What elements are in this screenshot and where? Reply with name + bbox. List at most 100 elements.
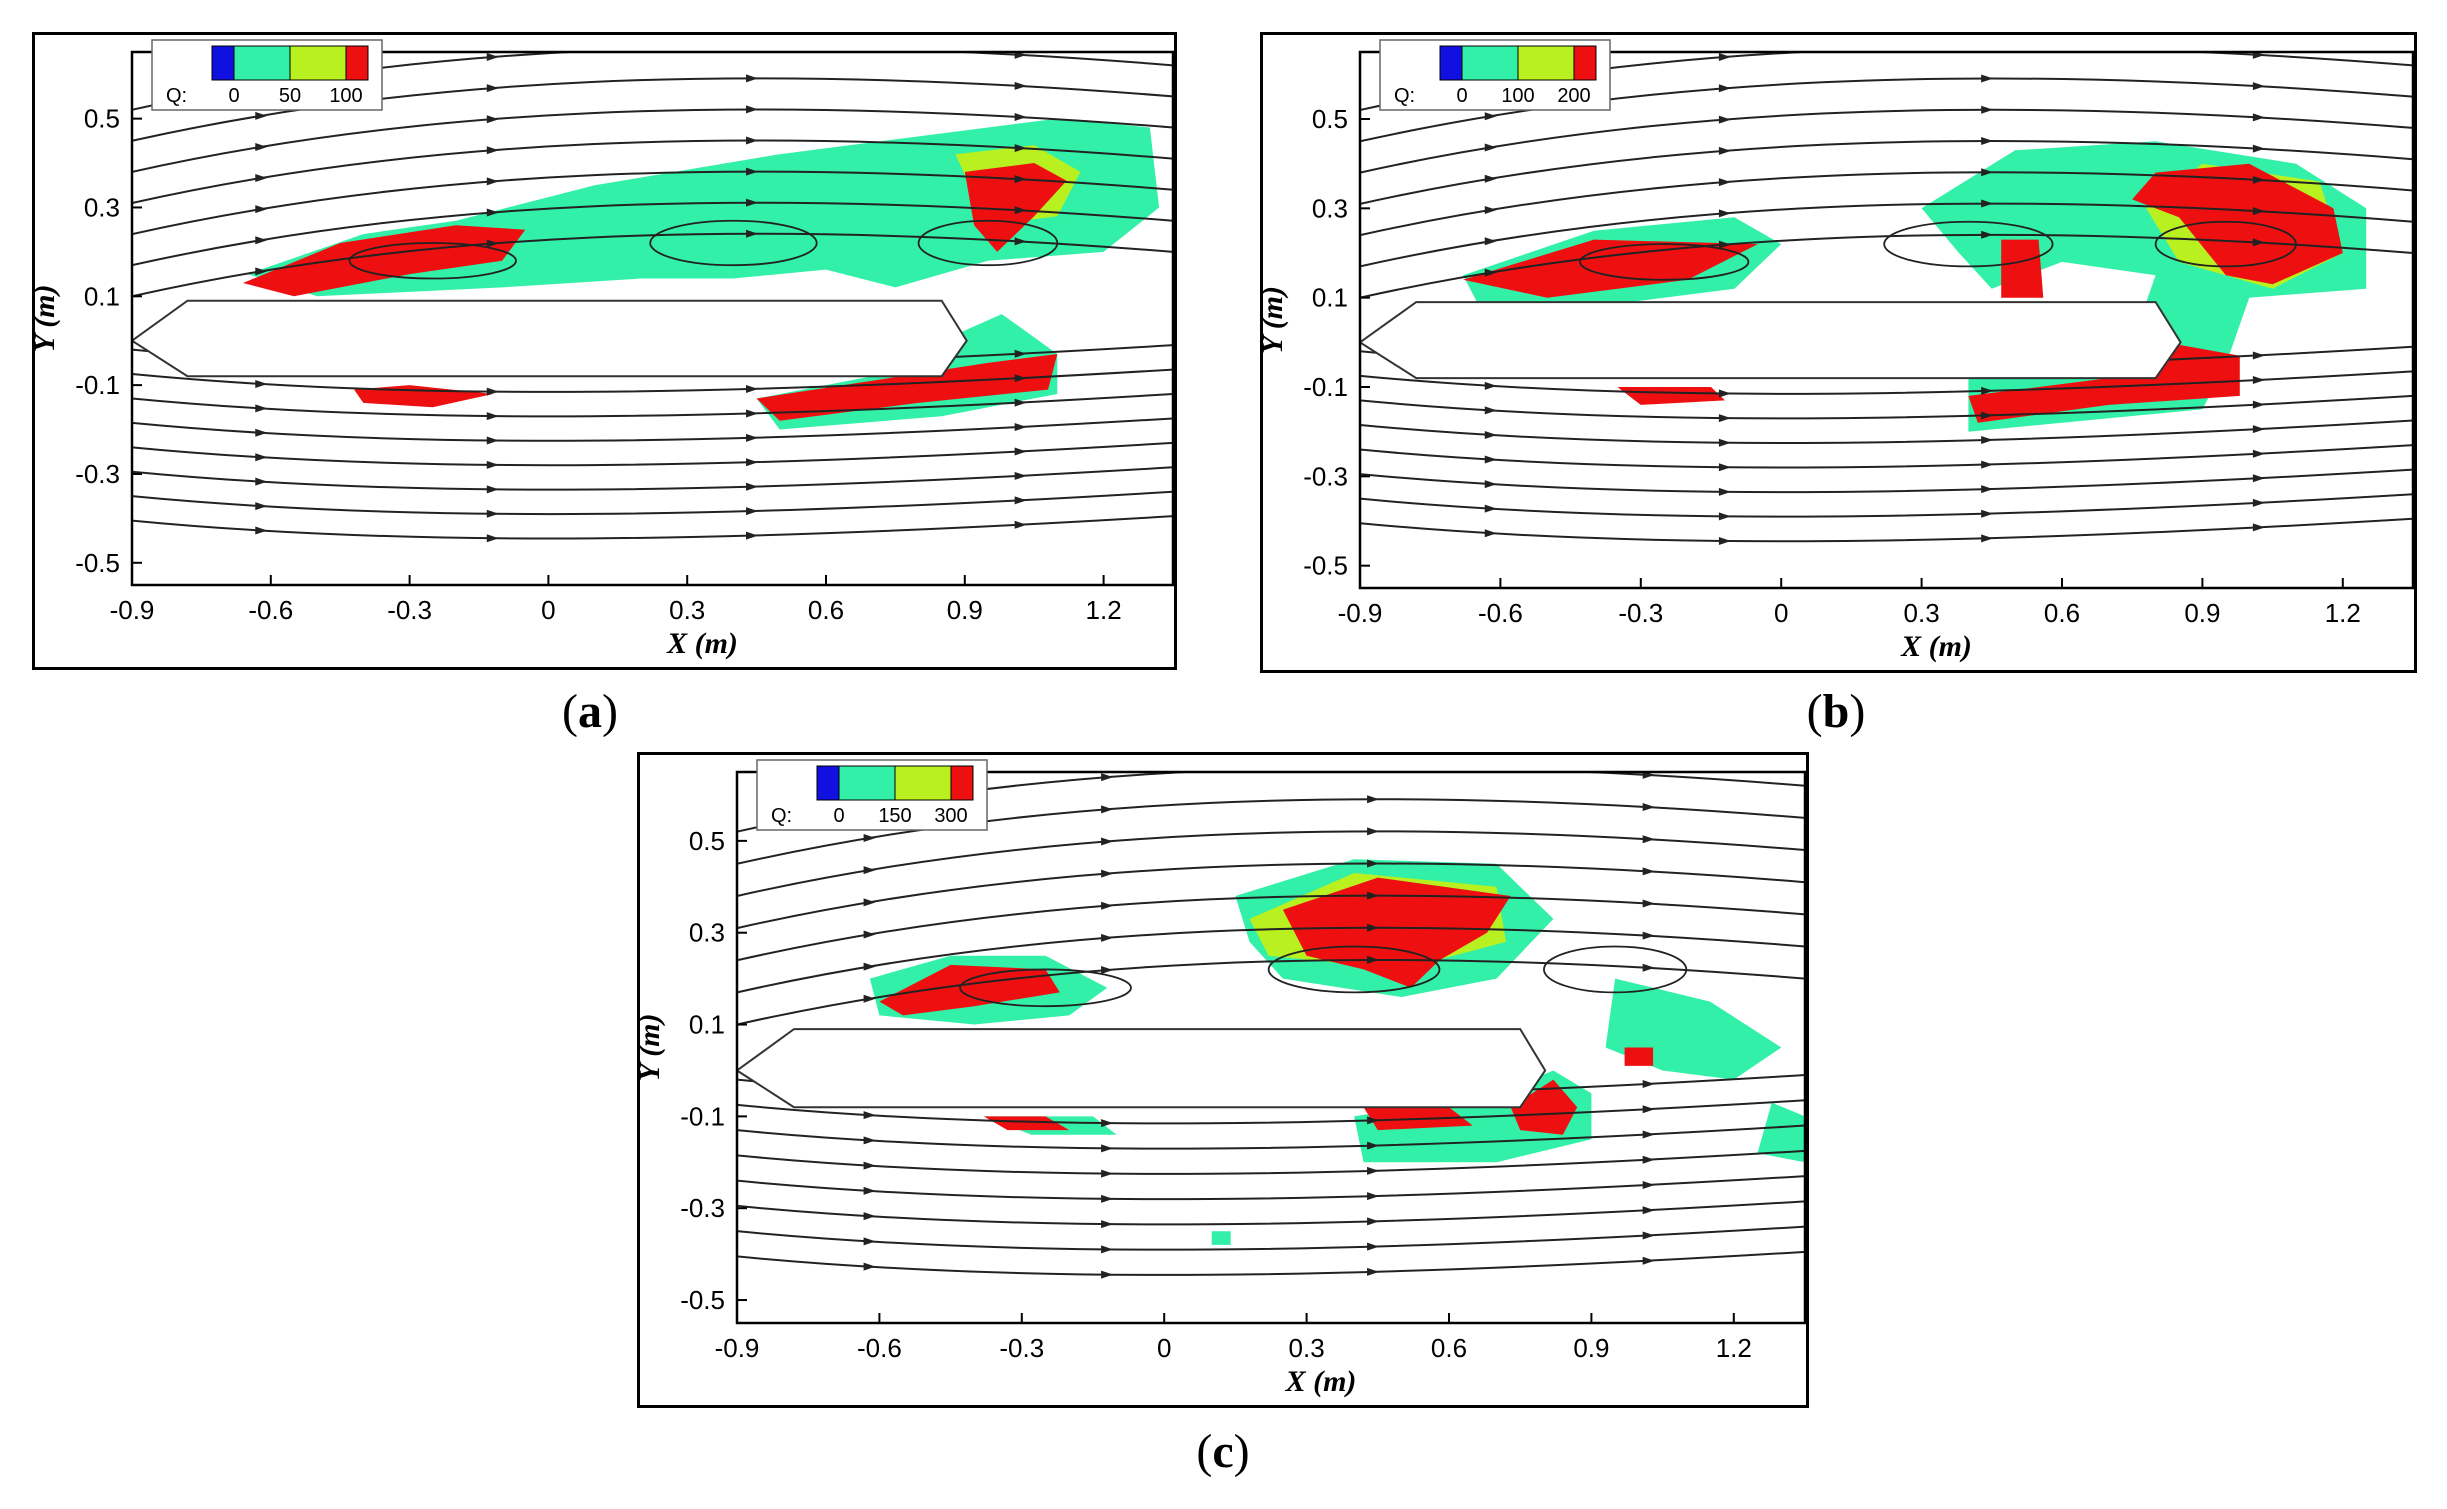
streamline-arrow bbox=[1484, 143, 1497, 152]
streamline-arrow bbox=[1367, 1267, 1380, 1276]
streamline-arrow bbox=[1642, 1130, 1655, 1139]
q-region-high bbox=[2001, 239, 2044, 298]
streamline-arrow bbox=[1642, 1155, 1655, 1164]
q-region-high bbox=[1624, 1047, 1654, 1066]
streamline-arrow bbox=[746, 136, 759, 145]
q-region-high bbox=[756, 354, 1058, 421]
y-tick-label: 0.3 bbox=[689, 918, 725, 948]
colorbar-swatch bbox=[1517, 45, 1575, 81]
recirculation-loop bbox=[1267, 945, 1441, 994]
colorbar-swatch bbox=[894, 765, 952, 801]
colorbar-swatch bbox=[345, 45, 369, 81]
streamline-arrow bbox=[1014, 237, 1027, 246]
streamline-arrow bbox=[1484, 504, 1497, 513]
streamline-arrow bbox=[746, 385, 759, 394]
streamline-arrow bbox=[1981, 460, 1994, 469]
q-region-high bbox=[1968, 342, 2240, 423]
streamline-arrow bbox=[1101, 1270, 1114, 1279]
x-tick-label: -0.6 bbox=[248, 595, 293, 625]
streamline-arrow bbox=[863, 962, 876, 971]
streamline-arrow bbox=[746, 531, 759, 540]
y-tick-label: 0.1 bbox=[1312, 283, 1348, 313]
x-tick-label: -0.9 bbox=[110, 595, 155, 625]
streamline-arrow bbox=[1014, 144, 1027, 153]
streamline-arrow bbox=[255, 111, 268, 120]
streamline-arrow bbox=[1642, 931, 1655, 940]
x-tick-label: -0.3 bbox=[1618, 598, 1663, 628]
streamline-arrow bbox=[1484, 406, 1497, 415]
plot-area bbox=[132, 52, 1173, 543]
streamline-arrow bbox=[746, 105, 759, 114]
streamline-arrow bbox=[1367, 795, 1380, 804]
recirculation-loop bbox=[917, 219, 1059, 267]
y-axis-label: Y (m) bbox=[32, 284, 61, 352]
streamline-arrow bbox=[1101, 805, 1114, 814]
streamline-arrow bbox=[746, 482, 759, 491]
legend-prefix: Q: bbox=[166, 85, 187, 107]
streamline-arrow bbox=[1981, 485, 1994, 494]
streamline-arrow bbox=[1718, 438, 1731, 447]
streamline-arrow bbox=[1642, 772, 1655, 779]
q-region-high bbox=[879, 964, 1060, 1016]
chart-c: -0.9 -0.6 -0.3 0 0.3 0.6 0.9 1.2 0.5 0.3 0.1 -0.1 -0… bbox=[637, 752, 1809, 1408]
recirculation-loop bbox=[348, 242, 517, 280]
legend-tick-label: 50 bbox=[279, 85, 301, 107]
streamline-arrow bbox=[2252, 238, 2265, 247]
streamline-arrow bbox=[255, 205, 268, 214]
streamline-arrow bbox=[255, 502, 268, 511]
streamline-arrow bbox=[1014, 175, 1027, 184]
streamline-arrow bbox=[1014, 206, 1027, 215]
streamline-arrow bbox=[1101, 1194, 1114, 1203]
x-tick-label: -0.3 bbox=[999, 1333, 1044, 1363]
streamline-arrow bbox=[1642, 1206, 1655, 1215]
streamline-arrow bbox=[1718, 84, 1731, 93]
streamline-arrow bbox=[1014, 471, 1027, 480]
x-tick-label: 0.6 bbox=[808, 595, 844, 625]
streamline-arrow bbox=[1367, 955, 1380, 964]
y-tick-label: -0.1 bbox=[75, 370, 120, 400]
streamline-arrow bbox=[1718, 463, 1731, 472]
streamline-arrow bbox=[2252, 207, 2265, 216]
colorbar-swatch bbox=[289, 45, 347, 81]
panel-c: -0.9 -0.6 -0.3 0 0.3 0.6 0.9 1.2 0.5 0.3 0.1 -0.1 -0… bbox=[637, 752, 1809, 1408]
legend-tick-label: 100 bbox=[1501, 85, 1534, 107]
streamline-arrow bbox=[863, 898, 876, 907]
y-tick-label: -0.5 bbox=[75, 548, 120, 578]
y-tick-label: -0.5 bbox=[680, 1285, 725, 1315]
streamline-arrow bbox=[2252, 52, 2265, 59]
streamline-arrow bbox=[863, 1212, 876, 1221]
recirculation-loop bbox=[1579, 243, 1750, 281]
body-shape bbox=[1360, 301, 2182, 380]
streamline-arrow bbox=[486, 115, 499, 124]
colorbar-swatch bbox=[838, 765, 896, 801]
streamline-arrow bbox=[1718, 146, 1731, 155]
y-tick-label: 0.3 bbox=[1312, 193, 1348, 223]
q-region-low bbox=[1757, 1102, 1805, 1163]
streamline-arrow bbox=[255, 236, 268, 245]
streamline-arrow bbox=[1484, 206, 1497, 215]
legend-tick-label: 300 bbox=[934, 805, 967, 827]
streamline-arrow bbox=[486, 208, 499, 217]
q-region-low bbox=[1211, 1231, 1231, 1245]
legend-tick-label: 0 bbox=[1456, 85, 1467, 107]
streamline-arrow bbox=[2252, 351, 2265, 360]
streamline-arrow bbox=[1484, 174, 1497, 183]
x-tick-label: 0.3 bbox=[669, 595, 705, 625]
streamline-arrow bbox=[1642, 1079, 1655, 1088]
streamline-arrow bbox=[1014, 81, 1027, 90]
streamline-arrow bbox=[1014, 374, 1027, 383]
x-tick-label: 0 bbox=[541, 595, 555, 625]
streamline-arrow bbox=[486, 177, 499, 186]
streamline-arrow bbox=[1981, 230, 1994, 239]
streamline-arrow bbox=[255, 453, 268, 462]
body-shape bbox=[132, 299, 968, 378]
streamline-arrow bbox=[255, 428, 268, 437]
streamline-arrow bbox=[1367, 891, 1380, 900]
streamline-arrow bbox=[1981, 509, 1994, 518]
plot-area bbox=[1360, 52, 2413, 545]
streamline-arrow bbox=[1484, 112, 1497, 121]
streamline-arrow bbox=[863, 1111, 876, 1120]
streamline-arrow bbox=[486, 460, 499, 469]
streamline-arrow bbox=[255, 174, 268, 183]
streamline-arrow bbox=[1484, 529, 1497, 538]
